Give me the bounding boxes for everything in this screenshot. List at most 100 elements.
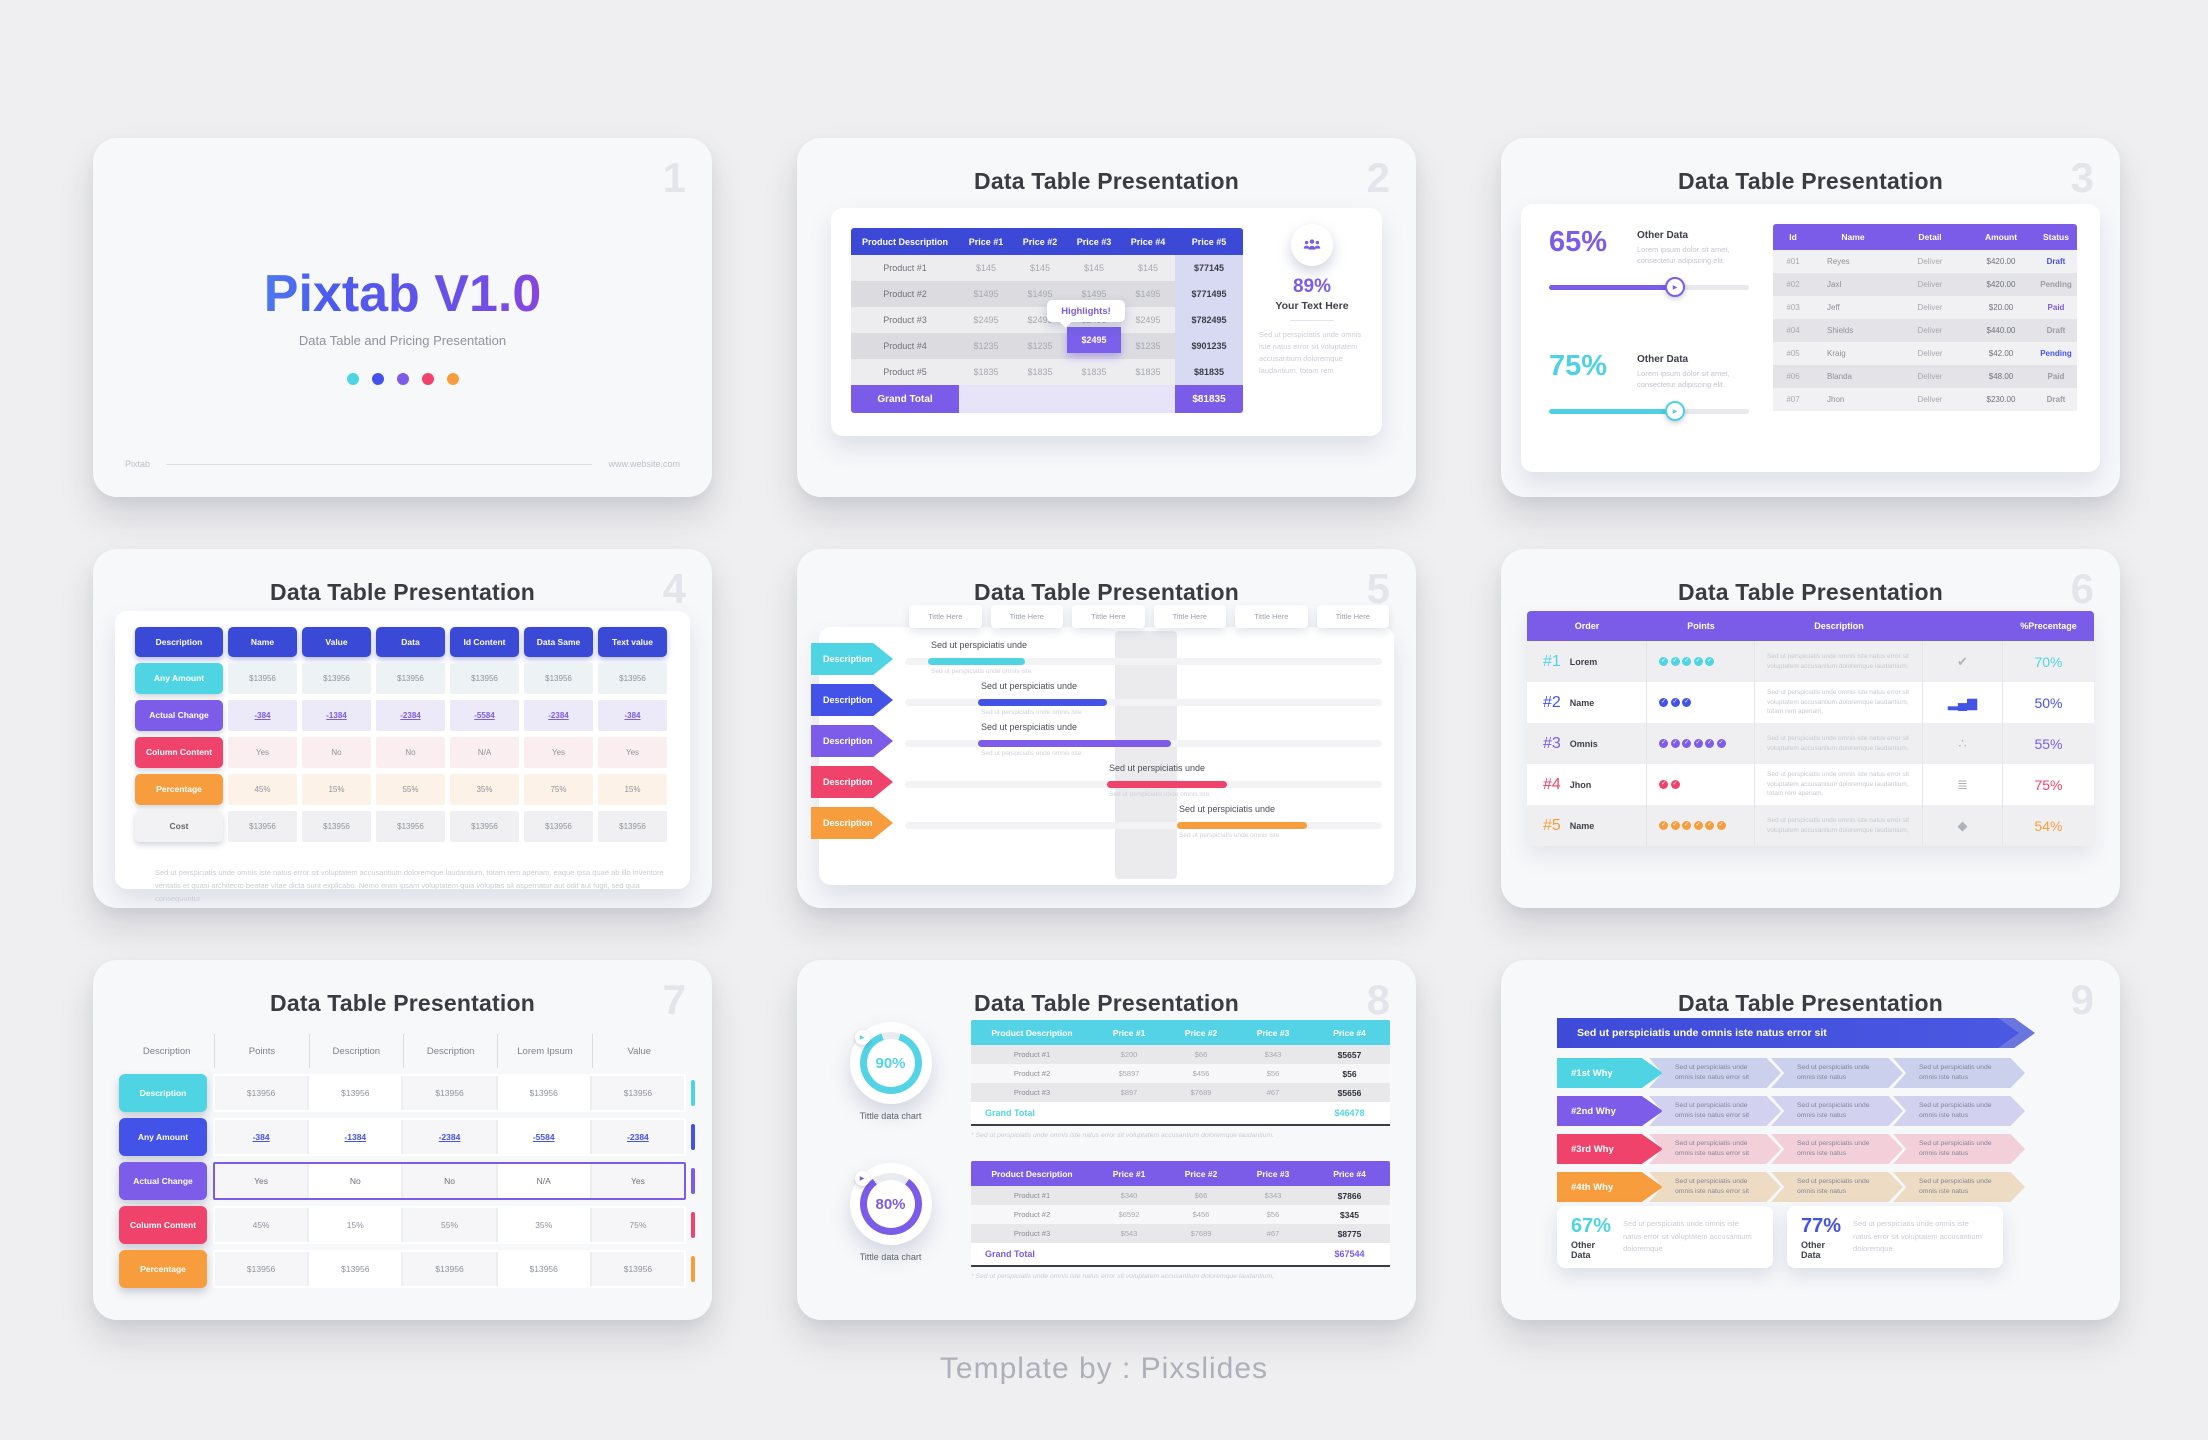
row-label-button: Cost bbox=[135, 811, 223, 842]
tab[interactable]: Tittle Here bbox=[1153, 605, 1226, 628]
highlighted-cell: $2495 bbox=[1067, 327, 1121, 353]
tab[interactable]: Tittle Here bbox=[909, 605, 982, 628]
value-cell: $13956 bbox=[591, 1076, 685, 1110]
tab[interactable]: Tittle Here bbox=[1316, 605, 1389, 628]
row-color-strip bbox=[691, 1080, 695, 1106]
progress-slider[interactable]: ▶ bbox=[1549, 401, 1749, 421]
value-cell: N/A bbox=[450, 737, 519, 768]
stat-body: Sed ut perspiciatis unde omnis iste natu… bbox=[1853, 1218, 1982, 1254]
column-header: Id bbox=[1789, 232, 1797, 242]
timeline-bar bbox=[978, 740, 1171, 747]
total-cell: $771495 bbox=[1175, 281, 1243, 307]
cell-line-1: Sed ut perspiciatis unde bbox=[1919, 1177, 1992, 1185]
description-cell: Sed ut perspiciatis unde omnis iste natu… bbox=[1755, 764, 1923, 805]
why-cells: Sed ut perspiciatis unde omnis iste natu… bbox=[1649, 1172, 2025, 1202]
table-header: Product Description Price #1 Price #2 Price… bbox=[971, 1161, 1390, 1186]
cell-line-2: omnis iste natus error sit bbox=[1675, 1150, 1750, 1157]
row-label: Product #1 bbox=[1013, 1050, 1051, 1059]
slide-number: 4 bbox=[662, 565, 686, 612]
id-cell: #06 bbox=[1786, 372, 1800, 381]
cell-line-1: Sed ut perspiciatis unde bbox=[1675, 1177, 1748, 1185]
column-header: Product Description bbox=[861, 236, 948, 247]
cell-line-2: omnis iste natus error sit bbox=[1675, 1074, 1750, 1081]
order-name: Omnis bbox=[1569, 738, 1598, 749]
price-cell: $56 bbox=[1266, 1210, 1280, 1219]
grand-total-value: $81835 bbox=[1175, 385, 1243, 413]
cell-line-2: omnis iste natus bbox=[1919, 1150, 1969, 1157]
value-cell: 15% bbox=[598, 774, 667, 805]
price-total-cell: $345 bbox=[1340, 1209, 1359, 1220]
slide-2-price-table[interactable]: 2 Data Table Presentation Product Descri… bbox=[797, 138, 1416, 497]
table-header: Id Name Detail Amount Status bbox=[1773, 224, 2077, 250]
donut-ring bbox=[859, 1173, 922, 1235]
value-cell: -1384 bbox=[309, 1120, 404, 1154]
slide-3-status-table[interactable]: 3 Data Table Presentation 65% Other Data… bbox=[1501, 138, 2120, 497]
tab[interactable]: Tittle Here bbox=[1072, 605, 1145, 628]
point-check-icon bbox=[1693, 821, 1703, 830]
stat-sliders: 65% Other Data Lorem ipsum dolor sit ame… bbox=[1549, 226, 1767, 474]
stat-label: Other Data bbox=[1637, 230, 1689, 241]
gantt-panel: Description Sed ut perspiciatis unde Sed… bbox=[811, 627, 1394, 885]
slide-title: Data Table Presentation bbox=[974, 168, 1239, 194]
row-label-arrow: Description bbox=[811, 807, 893, 839]
slide-9-why-arrows[interactable]: 9 Data Table Presentation Sed ut perspic… bbox=[1501, 960, 2120, 1320]
accent-dot bbox=[371, 373, 384, 385]
donut-chart: 80% ▶ bbox=[849, 1163, 932, 1245]
description-cell: Sed ut perspiciatis unde omnis iste natu… bbox=[1755, 723, 1923, 764]
why-cell-arrow: Sed ut perspiciatis unde omnis iste natu… bbox=[1649, 1058, 1781, 1088]
row-cells: -384 -1384 -2384 -5584 -2384 bbox=[213, 1118, 686, 1156]
tab[interactable]: Tittle Here bbox=[990, 605, 1063, 628]
table-area: Description Points Description Description L… bbox=[119, 1034, 695, 1288]
price-cell: $1835 bbox=[1081, 367, 1107, 377]
order-name: Lorem bbox=[1569, 656, 1598, 667]
why-cell-arrow: Sed ut perspiciatis unde omnis iste natu… bbox=[1893, 1096, 2025, 1126]
donut-label: Tittle data chart bbox=[859, 1111, 922, 1121]
status-badge: Paid bbox=[2047, 372, 2065, 381]
price-cell: $1495 bbox=[973, 289, 999, 299]
price-total-cell: $8775 bbox=[1337, 1228, 1362, 1239]
table-body: Product #1 $200 $66 $343 $5657 Product #… bbox=[971, 1045, 1390, 1102]
gantt-row: Description Sed ut perspiciatis unde Sed… bbox=[811, 762, 1394, 803]
row-color-strip bbox=[691, 1124, 695, 1150]
donut-zone: 90% ▶ Tittle data chart bbox=[823, 1022, 958, 1121]
row-label: Product #3 bbox=[1013, 1229, 1051, 1238]
banner-arrow-text: Sed ut perspiciatis unde omnis iste natu… bbox=[1557, 1018, 2019, 1048]
cell-line-2: omnis iste natus bbox=[1797, 1188, 1847, 1195]
column-header: Description bbox=[308, 1034, 403, 1068]
value-cell: No bbox=[302, 737, 371, 768]
why-label-arrow: #1st Why bbox=[1557, 1058, 1663, 1088]
bar-subtitle: Sed ut perspiciatis unde omnis iste bbox=[1109, 791, 1210, 798]
value-cell: $13956 bbox=[498, 1076, 592, 1110]
category-icon: ▂▄▆ bbox=[1923, 682, 2003, 723]
point-check-icon bbox=[1670, 780, 1680, 789]
table-row: #02 Jaxl Deliver $420.00 Pending bbox=[1773, 273, 2077, 296]
price-cell: $456 bbox=[1192, 1069, 1210, 1078]
table-row: Product #3 $897 $7689 #67 $5656 bbox=[971, 1083, 1390, 1102]
slide-4-matrix-table[interactable]: 4 Data Table Presentation Description Nam… bbox=[93, 549, 712, 908]
value-cell: $13956 bbox=[598, 811, 667, 842]
slider-handle-play-icon[interactable]: ▶ bbox=[1665, 401, 1685, 421]
slide-7-row-buttons-table[interactable]: 7 Data Table Presentation Description Poi… bbox=[93, 960, 712, 1320]
bar-title: Sed ut perspiciatis unde bbox=[981, 722, 1078, 732]
price-cell: $343 bbox=[1264, 1191, 1282, 1200]
cell-line-1: Sed ut perspiciatis unde bbox=[1675, 1139, 1748, 1147]
column-header: Detail bbox=[1918, 232, 1942, 242]
slide-6-order-table[interactable]: 6 Data Table Presentation Order Points Des… bbox=[1501, 549, 2120, 908]
table-section: 90% ▶ Tittle data chart Product Descript… bbox=[823, 1016, 1390, 1147]
price-total-cell: $7866 bbox=[1337, 1190, 1362, 1201]
id-cell: #03 bbox=[1786, 303, 1800, 312]
progress-slider[interactable]: ▶ bbox=[1549, 277, 1749, 297]
status-badge: Draft bbox=[2046, 395, 2066, 404]
name-cell: Jeff bbox=[1827, 303, 1840, 312]
point-check-icon bbox=[1670, 821, 1680, 830]
slide-5-gantt[interactable]: 5 Data Table Presentation Tittle Here Tit… bbox=[797, 549, 1416, 908]
why-cell-arrow: Sed ut perspiciatis unde omnis iste natu… bbox=[1649, 1134, 1781, 1164]
slide-1-cover[interactable]: 1 Pixtab V1.0 Data Table and Pricing Pre… bbox=[93, 138, 712, 497]
content-panel: Product Description Price #1 Price #2 Price… bbox=[831, 208, 1382, 436]
slide-8-donut-tables[interactable]: 8 Data Table Presentation 90% ▶ Tittle d… bbox=[797, 960, 1416, 1320]
tab[interactable]: Tittle Here bbox=[1235, 605, 1308, 628]
slider-handle-play-icon[interactable]: ▶ bbox=[1665, 277, 1685, 297]
column-header: Status bbox=[2043, 232, 2069, 242]
why-cell-arrow: Sed ut perspiciatis unde omnis iste natu… bbox=[1771, 1172, 1903, 1202]
price-cell: $1835 bbox=[1135, 367, 1161, 377]
